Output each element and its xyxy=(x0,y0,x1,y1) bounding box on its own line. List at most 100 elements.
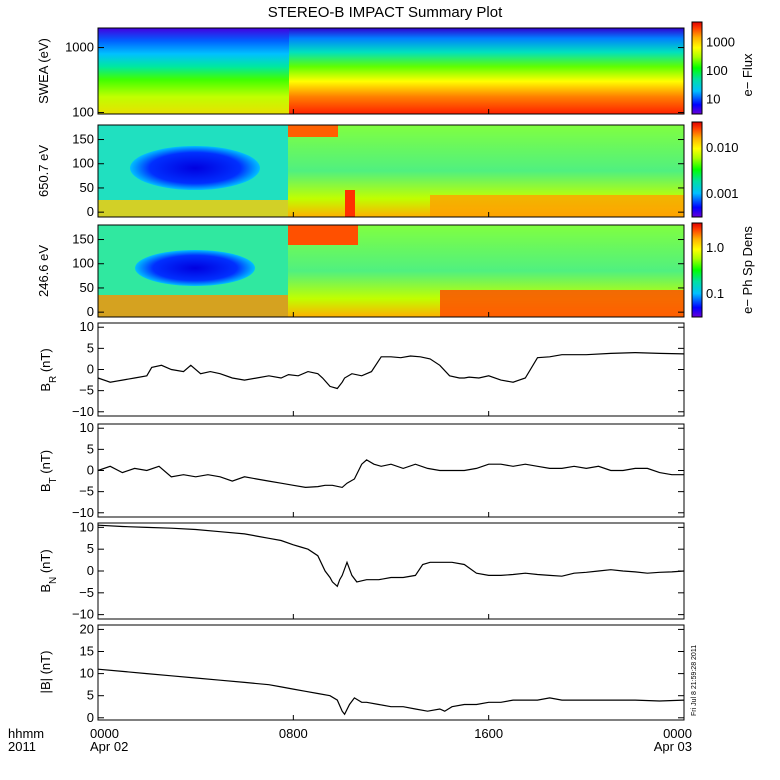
pad650-colorbar-tick-0: 0.001 xyxy=(706,186,739,201)
bn-ylabel: BN (nT) xyxy=(38,549,59,592)
pad650-late-band xyxy=(430,195,684,217)
br-line-group xyxy=(97,351,685,390)
pad650-colorbar xyxy=(691,121,703,218)
pad650-depletion xyxy=(130,146,260,190)
bt-ytick-label-1: −5 xyxy=(79,484,94,499)
pad246-late-band xyxy=(440,290,684,317)
x-tick-label-3: 0000 xyxy=(663,726,692,741)
br-ytick-label-0: −10 xyxy=(72,404,94,419)
x-axis-label-year: 2011 xyxy=(8,739,36,754)
swea-ylabel: SWEA (eV) xyxy=(36,38,51,104)
panel-br: −10 −5 0 5 10 BR (nT) xyxy=(38,319,685,419)
pad246-colorbar-ticks: 0.1 1.0 xyxy=(706,240,724,301)
bn-ytick-label-4: 10 xyxy=(80,519,94,534)
pad246-depletion xyxy=(135,250,255,286)
bn-ytick-label-3: 5 xyxy=(87,541,94,556)
br-ytick-label-4: 10 xyxy=(80,319,94,334)
x-tick-label-2: 1600 xyxy=(474,726,503,741)
pad650-ytick-label-1: 50 xyxy=(80,180,94,195)
bt-frame xyxy=(97,423,685,518)
pad246-ylabel: 246.6 eV xyxy=(36,245,51,297)
x-tick-label-0: 0000 xyxy=(90,726,119,741)
bn-ytick-label-1: −5 xyxy=(79,585,94,600)
panel-swea: 100 1000 SWEA (eV) 10 100 1000 e− Flux xyxy=(36,21,755,120)
swea-colorbar xyxy=(691,21,703,115)
bmag-series-line xyxy=(97,668,685,716)
bmag-ytick-label-0: 0 xyxy=(87,710,94,725)
bn-series-line xyxy=(97,524,685,588)
x-tick-label-1: 0800 xyxy=(279,726,308,741)
br-ylabel: BR (nT) xyxy=(38,348,59,391)
pad650-colorbar-ticks: 0.001 0.010 xyxy=(706,140,739,201)
x-axis-label-hhmm: hhmm xyxy=(8,726,44,741)
bmag-ytick-label-3: 15 xyxy=(80,644,94,659)
pad650-colorbar-tick-1: 0.010 xyxy=(706,140,739,155)
pad246-ytick-label-2: 100 xyxy=(72,256,94,271)
x-tick-sublabel-3: Apr 03 xyxy=(654,739,692,754)
panel-bmag: 0 5 10 15 20 |B| (nT) Fri Jul 8 21:59:28 201… xyxy=(38,621,698,724)
bn-y-axis: −10 −5 0 5 10 xyxy=(72,519,685,622)
bmag-ytick-label-1: 5 xyxy=(87,688,94,703)
pad246-colorbar-tick-1: 1.0 xyxy=(706,240,724,255)
pad246-colorbar xyxy=(691,222,703,318)
br-ytick-label-3: 5 xyxy=(87,340,94,355)
bn-line-group xyxy=(97,524,685,588)
pad246-low-angle-band xyxy=(98,295,288,317)
pad650-ylabel: 650.7 eV xyxy=(36,145,51,197)
pad650-spike xyxy=(345,190,355,217)
pad246-burst xyxy=(288,225,358,245)
pad650-ytick-label-3: 150 xyxy=(72,132,94,147)
plot-title: STEREO-B IMPACT Summary Plot xyxy=(268,4,503,21)
swea-colorbar-tick-1: 100 xyxy=(706,63,728,78)
bt-ytick-label-3: 5 xyxy=(87,441,94,456)
bt-y-axis: −10 −5 0 5 10 xyxy=(72,420,685,520)
pad650-ytick-label-0: 0 xyxy=(87,204,94,219)
br-ytick-label-1: −5 xyxy=(79,383,94,398)
swea-y-axis: 100 1000 xyxy=(65,40,685,120)
pad650-low-angle-band xyxy=(98,200,288,217)
x-tick-sublabel-0: Apr 02 xyxy=(90,739,128,754)
panel-pad246: 0 50 100 150 246.6 eV 0.1 1.0 e− Ph Sp Dens xyxy=(36,222,755,319)
bt-line-group xyxy=(97,459,684,489)
pad246-ytick-label-1: 50 xyxy=(80,280,94,295)
pad650-burst xyxy=(288,125,338,137)
pad246-frame xyxy=(97,224,685,318)
pad246-colorbar-label: e− Ph Sp Dens xyxy=(740,226,755,314)
bt-ytick-label-4: 10 xyxy=(80,420,94,435)
br-y-axis: −10 −5 0 5 10 xyxy=(72,319,685,419)
br-ytick-label-2: 0 xyxy=(87,362,94,377)
bmag-y-axis: 0 5 10 15 20 xyxy=(80,621,685,725)
pad246-ytick-label-0: 0 xyxy=(87,304,94,319)
swea-colorbar-tick-2: 1000 xyxy=(706,34,735,49)
bmag-ylabel: |B| (nT) xyxy=(38,651,53,694)
bn-ytick-label-2: 0 xyxy=(87,563,94,578)
pad650-y-axis: 0 50 100 150 xyxy=(72,132,685,219)
bmag-ytick-label-2: 10 xyxy=(80,666,94,681)
pad650-frame xyxy=(97,124,685,218)
panel-pad650: 0 50 100 150 650.7 eV 0.001 0.010 xyxy=(36,121,739,219)
bt-ytick-label-0: −10 xyxy=(72,505,94,520)
swea-ytick-label-1: 1000 xyxy=(65,40,94,55)
panel-bt: −10 −5 0 5 10 BT (nT) xyxy=(38,420,685,520)
swea-ytick-label-0: 100 xyxy=(72,105,94,120)
bn-ytick-label-0: −10 xyxy=(72,607,94,622)
br-series-line xyxy=(97,351,685,390)
swea-frame xyxy=(97,27,685,115)
swea-colorbar-ticks: 10 100 1000 xyxy=(706,34,735,106)
bt-ylabel: BT (nT) xyxy=(38,450,59,492)
swea-spectrogram-active xyxy=(289,28,684,114)
bmag-line-group xyxy=(97,668,685,716)
swea-colorbar-tick-0: 10 xyxy=(706,92,720,107)
pad246-ytick-label-3: 150 xyxy=(72,232,94,247)
swea-colorbar-label: e− Flux xyxy=(740,53,755,96)
pad246-y-axis: 0 50 100 150 xyxy=(72,232,685,319)
panel-bn: −10 −5 0 5 10 BN (nT) xyxy=(38,519,685,622)
bmag-ytick-label-4: 20 xyxy=(80,621,94,636)
pad650-ytick-label-2: 100 xyxy=(72,156,94,171)
bt-ytick-label-2: 0 xyxy=(87,463,94,478)
pad246-colorbar-tick-0: 0.1 xyxy=(706,286,724,301)
bmag-frame xyxy=(97,624,685,721)
timestamp: Fri Jul 8 21:59:28 2011 xyxy=(691,645,698,716)
